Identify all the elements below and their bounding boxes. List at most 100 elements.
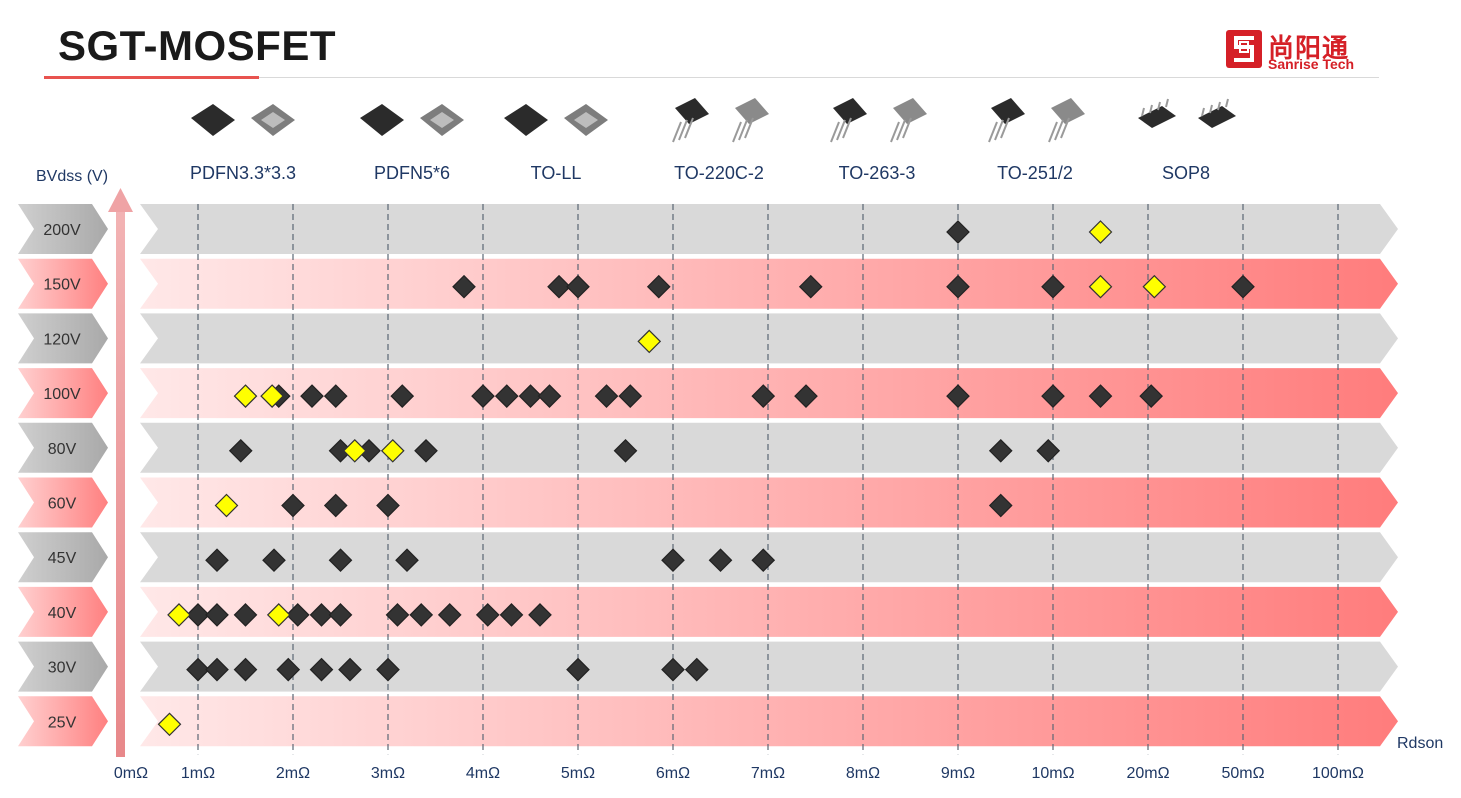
package-chip-icon [830,98,927,143]
chip-lead [1141,107,1145,117]
package-row: PDFN3.3*3.3 PDFN5*6 TO-LL TO-220C-2 TO-263-3… [190,98,1236,183]
band-150V [140,258,1398,309]
band-200V [140,204,1398,254]
black-diamond-point [328,548,353,573]
voltage-label: 200V [43,222,81,239]
black-diamond-point [1139,384,1164,408]
black-diamond-point [376,657,400,682]
yellow-diamond-point [157,712,182,737]
chip-lead [994,119,1004,141]
black-diamond-point [323,384,348,408]
voltage-label-box [18,696,108,747]
x-tick-label: 100mΩ [1312,765,1364,782]
black-diamond-point [946,220,970,244]
black-diamond-point [281,493,305,518]
yellow-diamond-point [1142,274,1167,299]
yellow-diamond-point [1088,220,1113,244]
black-diamond-point [395,548,419,573]
x-axis: 0mΩ 1mΩ 2mΩ 3mΩ 4mΩ 5mΩ 6mΩ 7mΩ 8mΩ 9mΩ 10mΩ 20mΩ 50… [114,735,1443,782]
black-diamond-point [537,384,562,408]
black-diamond-point [205,548,229,573]
black-diamond-point [437,603,462,627]
y-axis-label: BVdss (V) [36,168,108,185]
package-label: PDFN5*6 [374,163,450,183]
voltage-label-box [18,422,108,473]
voltage-label: 45V [48,550,77,567]
black-diamond-point [452,274,476,299]
chip-lead [672,121,682,143]
voltage-label-box [18,204,108,254]
voltage-label-box [18,477,108,528]
black-diamond-point [414,438,438,463]
package-chip-icon [1138,98,1236,128]
chip-lead [1000,117,1010,139]
y-axis-arrowhead [108,188,133,212]
chip-body [1198,106,1236,128]
chip-body [1051,98,1085,124]
black-diamond-point [946,384,970,408]
voltage-label-box [18,368,108,419]
yellow-diamond-point [167,603,191,627]
chip-lead [1217,101,1221,111]
sanrise-logo-icon [1226,30,1262,68]
chip-body [991,98,1025,124]
band-25V [140,696,1398,747]
data-points [157,220,1255,737]
chip-lead [1225,98,1229,108]
yellow-diamond-point [214,493,239,518]
voltage-bands: 200V 150V 120V 100V 80V 60V 45V 40V 30V 25V [18,204,1398,747]
chip-body [191,104,235,136]
black-diamond-point [528,603,552,627]
black-diamond-point [390,384,415,408]
black-diamond-point [309,603,334,627]
x-tick-label: 8mΩ [846,765,880,782]
band-40V [140,586,1398,637]
voltage-label: 120V [43,331,81,348]
chip-lead [738,119,748,141]
voltage-label: 80V [48,441,77,458]
x-tick-label: 6mΩ [656,765,690,782]
logo-chinese-name: 尚阳通 [1268,34,1350,64]
voltage-label: 30V [48,660,77,677]
x-tick-label: 7mΩ [751,765,785,782]
black-diamond-point [499,603,524,627]
y-axis: BVdss (V) [36,168,133,757]
black-diamond-point [205,657,229,682]
chip-body [675,98,709,124]
black-diamond-point [309,657,334,682]
x-tick-label: 3mΩ [371,765,405,782]
black-diamond-point [798,274,823,299]
package-label: TO-251/2 [997,163,1073,183]
package-label: TO-220C-2 [674,163,764,183]
x-tick-label: 4mΩ [466,765,500,782]
x-tick-label: 2mΩ [276,765,310,782]
black-diamond-point [471,384,495,408]
yellow-diamond-point [266,603,291,627]
package-chip-icon [504,104,608,136]
black-diamond-point [385,603,410,627]
chip-lead [890,121,900,143]
voltage-label: 40V [48,605,77,622]
voltage-label: 60V [48,496,77,513]
band-120V [140,313,1398,364]
x-tick-label: 50mΩ [1221,765,1264,782]
black-diamond-point [684,657,709,682]
black-diamond-point [613,438,638,463]
chip-lead [744,117,754,139]
black-diamond-point [475,603,500,627]
black-diamond-point [300,384,324,408]
black-diamond-point [988,493,1013,518]
black-diamond-point [186,603,210,627]
chip-lead [836,119,846,141]
black-diamond-point [233,603,258,627]
yellow-diamond-point [1088,274,1113,299]
chip-lead [1157,101,1161,111]
voltage-label-box [18,258,108,309]
black-diamond-point [1036,438,1061,463]
chip-body [833,98,867,124]
black-diamond-point [618,384,643,408]
band-30V [140,641,1398,692]
y-axis-shaft [116,207,125,757]
chip-lead [1201,107,1205,117]
black-diamond-point [409,603,434,627]
